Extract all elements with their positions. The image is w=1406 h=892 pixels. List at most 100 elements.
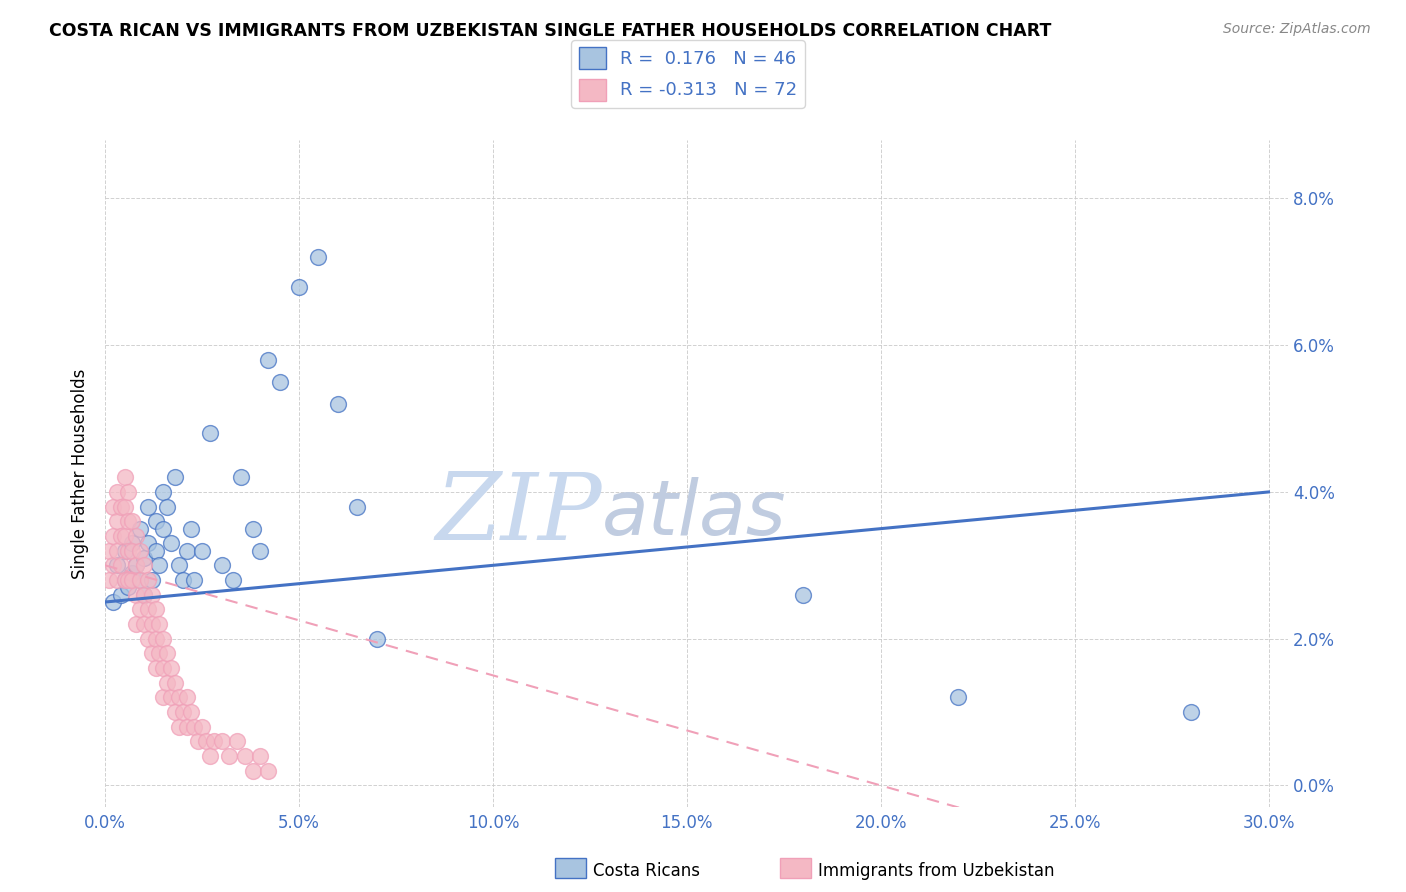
Point xyxy=(114,543,136,558)
Point xyxy=(141,573,163,587)
Point xyxy=(110,500,132,514)
Point xyxy=(145,661,167,675)
Point xyxy=(191,720,214,734)
Point xyxy=(121,536,143,550)
Point xyxy=(257,352,280,367)
Point xyxy=(117,485,139,500)
Point xyxy=(110,588,132,602)
Point xyxy=(346,500,368,514)
Point xyxy=(183,720,205,734)
Point xyxy=(136,573,159,587)
Point xyxy=(129,543,152,558)
Point xyxy=(163,705,186,719)
Point xyxy=(167,690,190,705)
Point xyxy=(156,500,179,514)
Point xyxy=(148,646,170,660)
Point xyxy=(98,573,121,587)
Point xyxy=(183,573,205,587)
Point xyxy=(195,734,218,748)
Point xyxy=(117,573,139,587)
Point xyxy=(105,558,128,573)
Point xyxy=(98,543,121,558)
Point xyxy=(132,588,155,602)
Point xyxy=(105,485,128,500)
Point xyxy=(141,617,163,632)
Point xyxy=(145,602,167,616)
Point xyxy=(101,529,124,543)
Point xyxy=(152,485,174,500)
Point xyxy=(233,749,256,764)
Point xyxy=(117,543,139,558)
Point xyxy=(148,558,170,573)
Point xyxy=(160,536,183,550)
Text: Source: ZipAtlas.com: Source: ZipAtlas.com xyxy=(1223,22,1371,37)
Point xyxy=(948,690,970,705)
Text: Immigrants from Uzbekistan: Immigrants from Uzbekistan xyxy=(818,862,1054,880)
Point xyxy=(187,734,209,748)
Point xyxy=(180,522,202,536)
Point xyxy=(792,588,814,602)
Point xyxy=(191,543,214,558)
Point xyxy=(167,720,190,734)
Point xyxy=(242,522,264,536)
Point xyxy=(105,514,128,528)
Point xyxy=(121,514,143,528)
Point xyxy=(172,705,194,719)
Text: COSTA RICAN VS IMMIGRANTS FROM UZBEKISTAN SINGLE FATHER HOUSEHOLDS CORRELATION C: COSTA RICAN VS IMMIGRANTS FROM UZBEKISTA… xyxy=(49,22,1052,40)
Point xyxy=(129,522,152,536)
Point xyxy=(176,690,198,705)
Point xyxy=(136,602,159,616)
Point xyxy=(125,529,148,543)
Point xyxy=(136,536,159,550)
Point xyxy=(229,470,252,484)
Point xyxy=(211,558,233,573)
Point xyxy=(198,749,221,764)
Point xyxy=(125,588,148,602)
Point xyxy=(114,500,136,514)
Point xyxy=(141,588,163,602)
Point xyxy=(145,514,167,528)
Point xyxy=(176,543,198,558)
Point xyxy=(141,646,163,660)
Point xyxy=(125,558,148,573)
Point xyxy=(129,602,152,616)
Point xyxy=(136,632,159,646)
Point xyxy=(114,529,136,543)
Y-axis label: Single Father Households: Single Father Households xyxy=(72,368,89,579)
Point xyxy=(326,397,349,411)
Point xyxy=(176,720,198,734)
Point xyxy=(105,573,128,587)
Text: atlas: atlas xyxy=(602,476,786,550)
Point xyxy=(152,522,174,536)
Point xyxy=(114,470,136,484)
Point xyxy=(152,690,174,705)
Text: ZIP: ZIP xyxy=(436,468,602,558)
Point xyxy=(172,573,194,587)
Point xyxy=(125,617,148,632)
Point xyxy=(105,543,128,558)
Point xyxy=(156,675,179,690)
Point xyxy=(163,675,186,690)
Point xyxy=(226,734,249,748)
Point xyxy=(257,764,280,778)
Point xyxy=(211,734,233,748)
Point xyxy=(163,470,186,484)
Point xyxy=(198,426,221,441)
Point xyxy=(249,543,271,558)
Point xyxy=(152,661,174,675)
Point xyxy=(125,558,148,573)
Point xyxy=(288,279,311,293)
Point xyxy=(132,558,155,573)
Point xyxy=(160,661,183,675)
Point xyxy=(132,617,155,632)
Legend: R =  0.176   N = 46, R = -0.313   N = 72: R = 0.176 N = 46, R = -0.313 N = 72 xyxy=(571,40,804,108)
Point xyxy=(110,529,132,543)
Point xyxy=(114,573,136,587)
Point xyxy=(121,543,143,558)
Point xyxy=(308,250,330,264)
Point xyxy=(1180,705,1202,719)
Point xyxy=(132,551,155,566)
Point xyxy=(110,558,132,573)
Point xyxy=(136,500,159,514)
Point xyxy=(121,573,143,587)
